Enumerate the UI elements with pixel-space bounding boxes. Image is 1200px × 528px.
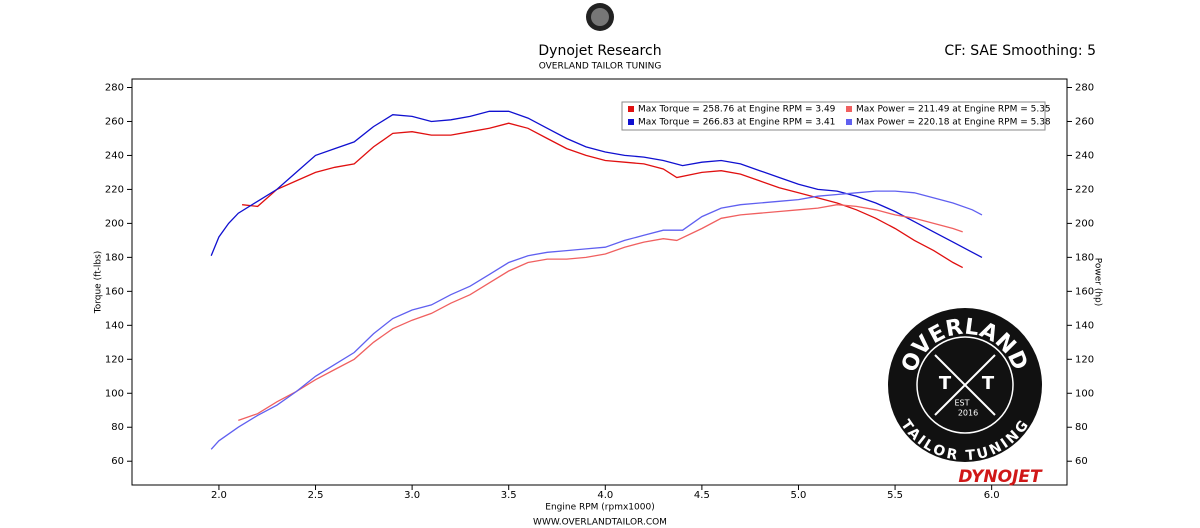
y2-tick-label: 60: [1075, 456, 1088, 467]
y-tick-label: 280: [105, 82, 124, 93]
y-tick-label: 140: [105, 320, 124, 331]
y-tick-label: 180: [105, 252, 124, 263]
x-tick-label: 5.5: [887, 490, 903, 501]
corner-note: CF: SAE Smoothing: 5: [944, 43, 1096, 59]
y2-tick-label: 260: [1075, 116, 1094, 127]
legend-label: Max Torque = 258.76 at Engine RPM = 3.49: [638, 105, 836, 115]
x-axis-label: Engine RPM (rpmx1000): [545, 503, 654, 513]
y-tick-label: 220: [105, 184, 124, 195]
legend-swatch: [846, 119, 852, 125]
y2-tick-label: 180: [1075, 252, 1094, 263]
footer: WWW.OVERLANDTAILOR.COM: [533, 518, 667, 528]
y2-tick-label: 240: [1075, 150, 1094, 161]
badge: OVERLAND TAILOR TUNING T T EST 2016: [888, 308, 1042, 464]
badge-ring: [916, 336, 1014, 434]
legend-swatch: [628, 106, 634, 112]
badge-letter: T: [982, 373, 995, 394]
y-tick-label: 100: [105, 388, 124, 399]
y2-tick-label: 280: [1075, 82, 1094, 93]
y-tick-label: 200: [105, 218, 124, 229]
x-tick-label: 2.0: [211, 490, 227, 501]
y-tick-label: 80: [111, 422, 124, 433]
legend-swatch: [846, 106, 852, 112]
chart-title: Dynojet Research: [538, 43, 661, 59]
y-axis-label: Torque (ft-lbs): [94, 251, 104, 315]
line-series: [242, 122, 964, 269]
header-logo-inner: [591, 8, 609, 26]
y-tick-label: 120: [105, 354, 124, 365]
y2-tick-label: 160: [1075, 286, 1094, 297]
x-tick-label: 6.0: [984, 490, 1000, 501]
badge-cross: [934, 354, 996, 416]
legend-box: [621, 101, 1046, 131]
x-tick-label: 3.0: [404, 490, 420, 501]
line-series: [210, 110, 983, 258]
badge-est: EST: [954, 399, 969, 408]
badge-letter: T: [939, 373, 952, 394]
x-tick-label: 3.5: [501, 490, 517, 501]
legend-label: Max Power = 211.49 at Engine RPM = 5.35: [856, 105, 1051, 115]
y2-tick-label: 80: [1075, 422, 1088, 433]
brand-logo: DYNOJET: [958, 467, 1043, 487]
legend-label: Max Power = 220.18 at Engine RPM = 5.38: [856, 118, 1051, 128]
y2-tick-label: 140: [1075, 320, 1094, 331]
y2-tick-label: 100: [1075, 388, 1094, 399]
y-tick-label: 260: [105, 116, 124, 127]
y2-tick-label: 220: [1075, 184, 1094, 195]
chart-subtitle: OVERLAND TAILOR TUNING: [539, 62, 662, 72]
x-tick-label: 4.5: [694, 490, 710, 501]
y2-tick-label: 120: [1075, 354, 1094, 365]
x-tick-label: 4.0: [597, 490, 613, 501]
legend-label: Max Torque = 266.83 at Engine RPM = 3.41: [638, 118, 835, 128]
x-tick-label: 2.5: [308, 490, 324, 501]
line-series: [210, 190, 983, 450]
y-tick-label: 160: [105, 286, 124, 297]
y-tick-label: 60: [111, 456, 124, 467]
x-tick-label: 5.0: [791, 490, 807, 501]
y-tick-label: 240: [105, 150, 124, 161]
y2-tick-label: 200: [1075, 218, 1094, 229]
badge-year: 2016: [958, 409, 978, 418]
y2-axis-label: Power (hp): [1093, 258, 1103, 307]
legend-swatch: [628, 119, 634, 125]
line-series: [238, 204, 963, 422]
